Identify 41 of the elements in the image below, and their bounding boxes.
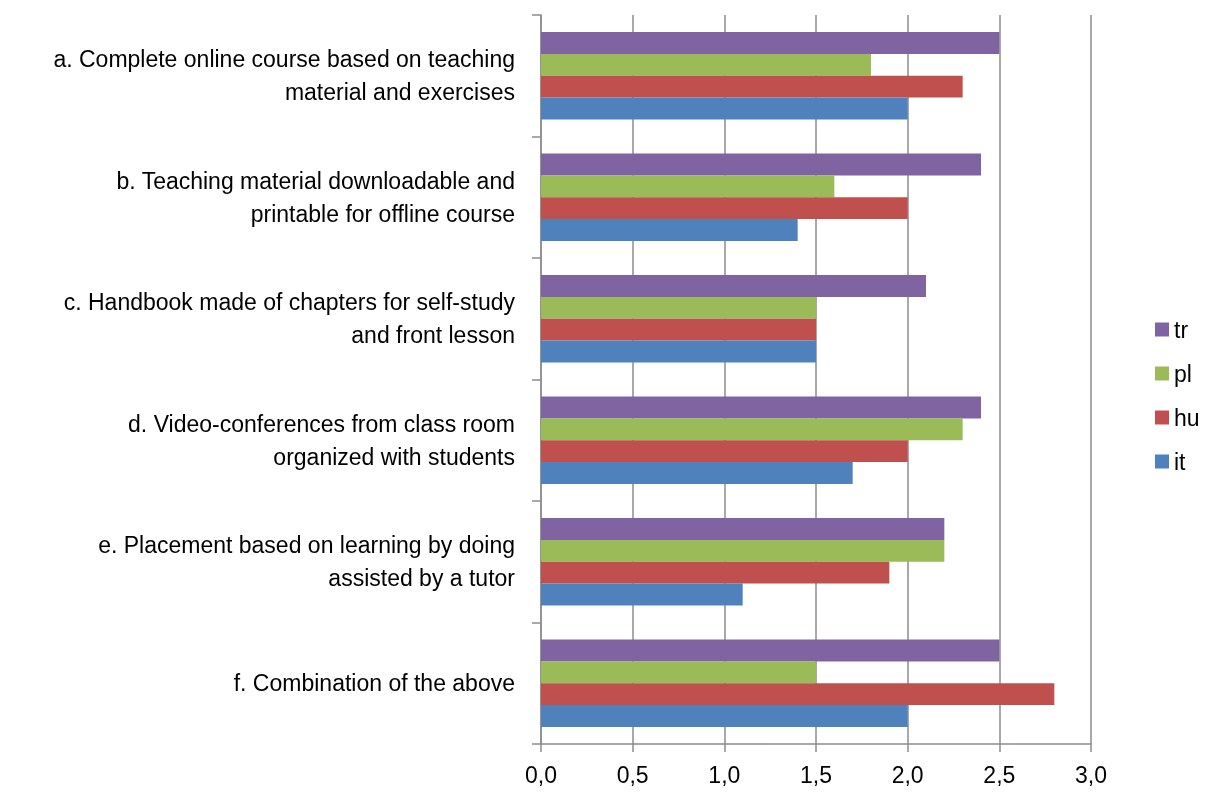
y-tick-label: a. Complete online course based on teaching material and exercises bbox=[53, 46, 515, 106]
y-tick-label: b. Teaching material downloadable and printable for offline course bbox=[116, 167, 515, 227]
bar bbox=[541, 639, 1000, 662]
x-tick-label: 1,0 bbox=[708, 761, 741, 788]
bar bbox=[541, 175, 835, 198]
bar bbox=[541, 661, 816, 684]
legend-label: it bbox=[1174, 448, 1187, 475]
legend-label: tr bbox=[1174, 316, 1189, 343]
y-tick-label: e. Placement based on learning by doing assisted by a tutor bbox=[98, 532, 516, 592]
x-tick-label: 2,5 bbox=[983, 761, 1016, 788]
legend-label: pl bbox=[1174, 360, 1192, 387]
x-tick-label: 0,5 bbox=[616, 761, 649, 788]
bar bbox=[541, 75, 963, 98]
y-tick-label: f. Combination of the above bbox=[233, 670, 515, 697]
bar bbox=[541, 219, 798, 241]
y-tick-label: d. Video-conferences from class room organized with students bbox=[128, 410, 515, 470]
bar bbox=[541, 683, 1055, 706]
x-tick-label: 1,5 bbox=[800, 761, 832, 788]
bar bbox=[541, 561, 890, 584]
y-tick-label: c. Handbook made of chapters for self-study and front lesson bbox=[63, 289, 516, 349]
x-tick-label: 0,0 bbox=[525, 761, 557, 788]
bar bbox=[541, 32, 1000, 54]
bar bbox=[541, 318, 816, 341]
bar bbox=[541, 705, 908, 727]
bar bbox=[541, 518, 945, 540]
bar bbox=[541, 153, 981, 176]
bar bbox=[541, 340, 816, 363]
bar bbox=[541, 197, 908, 220]
bar bbox=[541, 539, 945, 562]
x-tick-label: 2,0 bbox=[891, 761, 924, 788]
bar bbox=[541, 440, 908, 463]
bar bbox=[541, 53, 871, 76]
bar bbox=[541, 396, 981, 419]
bar bbox=[541, 418, 963, 441]
legend-label: hu bbox=[1174, 404, 1200, 431]
bar bbox=[541, 583, 743, 606]
bar bbox=[541, 462, 853, 484]
bar bbox=[541, 275, 926, 297]
x-tick-label: 3,0 bbox=[1075, 761, 1107, 788]
bar bbox=[541, 97, 908, 120]
bar bbox=[541, 296, 816, 319]
